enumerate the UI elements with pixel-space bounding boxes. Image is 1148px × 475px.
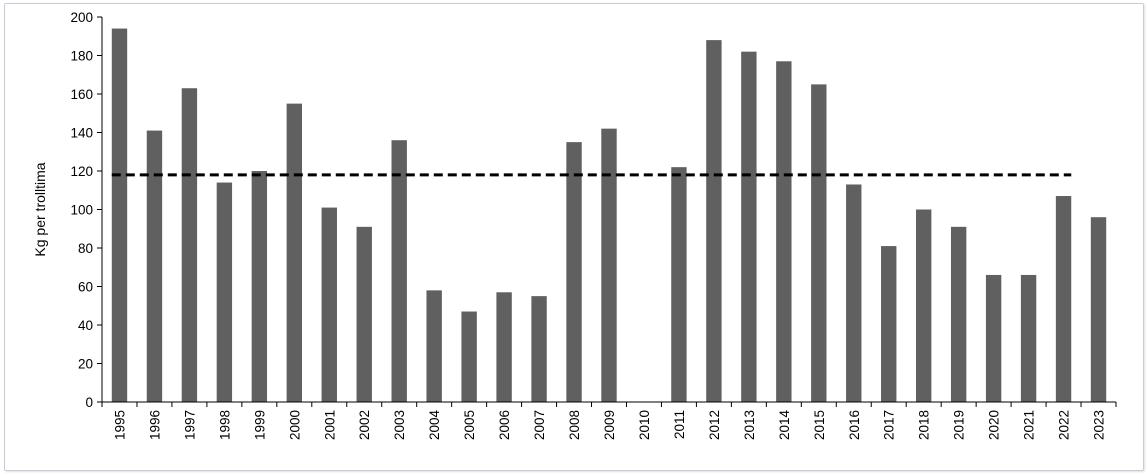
bar-1995 [111,28,128,403]
x-tick-label: 2012 [707,410,722,440]
bar-1998 [216,182,233,402]
y-tick-label: 80 [78,241,93,256]
y-tick-label: 180 [70,49,93,64]
y-tick-label: 60 [78,280,93,295]
bar-2016 [846,184,862,402]
bar-2014 [776,61,792,403]
x-tick-label: 2022 [1057,410,1072,440]
x-tick-label: 2019 [952,410,967,440]
bar-2000 [286,103,303,402]
bar-1996 [146,130,163,402]
bar-2019 [950,226,967,402]
x-tick-label: 2000 [287,410,302,440]
y-tick-label: 200 [70,10,93,25]
x-tick-label: 2008 [567,410,582,440]
x-tick-label: 2018 [917,410,932,440]
x-tick-label: 2002 [357,410,372,440]
x-tick-label: 1999 [252,410,267,440]
bar-2002 [356,226,372,402]
bar-2001 [321,207,337,402]
x-tick-label: 2017 [882,410,897,440]
bar-2003 [391,140,407,402]
bar-2015 [811,84,827,402]
bar-2023 [1090,217,1107,402]
bar-2007 [531,296,547,402]
x-tick-label: 2009 [602,410,617,440]
x-tick-label: 1995 [112,410,127,440]
bar-1997 [181,88,198,402]
y-tick-label: 0 [85,395,93,410]
x-tick-label: 2020 [987,410,1002,440]
x-tick-label: 2003 [392,410,407,440]
bar-2013 [741,51,757,403]
x-tick-label: 2011 [672,410,687,439]
bars-layer [111,28,1107,403]
x-tick-label: 2007 [532,410,547,440]
bar-2008 [566,142,582,402]
x-tick-label: 2010 [637,410,652,440]
x-ticks-layer: 1995 1996 1997 1998 1999 2000 2001 2002 2003 2004… [101,402,1117,441]
y-axis-title: Kg per trolltima [32,162,48,256]
y-tick-label: 140 [70,126,93,141]
x-tick-label: 1996 [147,410,162,440]
x-tick-label: 2014 [777,410,792,441]
x-tick-label: 2013 [742,410,757,440]
x-tick-label: 2006 [497,410,512,440]
bar-2021 [1020,274,1037,402]
bar-1999 [251,171,268,402]
x-tick-label: 2015 [812,410,827,440]
bar-2011 [671,167,687,402]
x-tick-label: 1998 [217,410,232,440]
y-ticks-layer: 0 20 40 60 80 100 120 140 160 180 200 [70,10,102,410]
x-tick-label: 2001 [322,410,337,440]
y-tick-label: 100 [70,203,93,218]
bar-2009 [601,128,617,402]
bar-2020 [985,274,1002,402]
bar-2004 [426,290,442,402]
bar-2006 [496,292,512,402]
y-tick-label: 160 [70,87,93,102]
x-tick-label: 1997 [182,410,197,440]
y-tick-label: 40 [78,318,93,333]
x-tick-label: 2005 [462,410,477,440]
x-tick-label: 2021 [1022,410,1037,440]
bar-2017 [881,246,897,402]
bar-2012 [706,40,722,402]
y-tick-label: 20 [78,357,93,372]
x-tick-label: 2023 [1092,410,1107,440]
bar-2022 [1055,196,1072,402]
x-tick-label: 2004 [427,410,442,441]
bar-2005 [461,311,477,402]
x-tick-label: 2016 [847,410,862,440]
y-tick-label: 120 [70,164,93,179]
bar-2018 [915,209,932,402]
